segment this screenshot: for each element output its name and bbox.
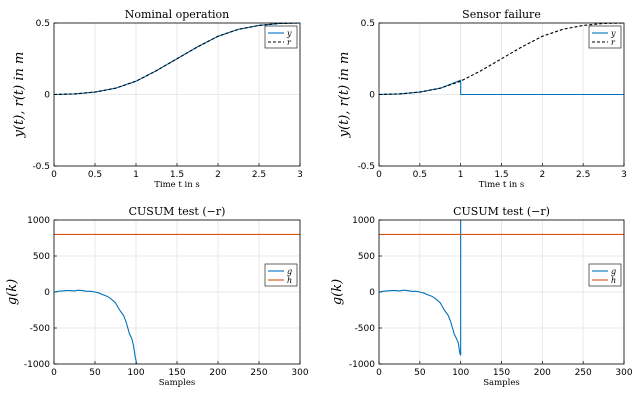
- x-tick-label: 0: [376, 170, 382, 180]
- series-g-line: [379, 220, 462, 356]
- y-tick-label: 0.5: [36, 19, 50, 29]
- legend: yr: [264, 25, 298, 49]
- x-axis-label: Samples: [483, 378, 520, 388]
- legend-label-g: g: [287, 267, 292, 276]
- chart-title: CUSUM test (−r): [129, 205, 226, 218]
- x-tick-label: 100: [452, 368, 469, 378]
- y-tick-label: 1000: [27, 216, 50, 226]
- x-tick-label: 1.5: [170, 170, 184, 180]
- x-tick-label: 300: [615, 368, 632, 378]
- x-tick-label: 2.5: [576, 170, 590, 180]
- x-tick-label: 0.5: [88, 170, 102, 180]
- legend-label-r: r: [287, 38, 292, 47]
- x-tick-label: 50: [414, 368, 426, 378]
- x-tick-label: 3: [297, 170, 303, 180]
- y-tick-label: -0.5: [32, 162, 50, 172]
- x-tick-label: 2: [539, 170, 545, 180]
- x-tick-label: 250: [575, 368, 592, 378]
- legend: gh: [264, 263, 298, 287]
- x-tick-label: 50: [89, 368, 101, 378]
- legend-label-y: y: [286, 29, 292, 38]
- x-tick-label: 0: [51, 368, 57, 378]
- x-axis-label: Time t in s: [154, 180, 200, 190]
- x-tick-label: 3: [621, 170, 627, 180]
- x-tick-label: 150: [168, 368, 185, 378]
- x-tick-label: 2.5: [252, 170, 266, 180]
- chart-title: Sensor failure: [462, 8, 541, 21]
- chart-title: CUSUM test (−r): [453, 205, 550, 218]
- series-group: [54, 233, 300, 364]
- x-tick-label: 1: [133, 170, 139, 180]
- x-tick-label: 150: [493, 368, 510, 378]
- y-tick-label: 500: [358, 252, 375, 262]
- x-tick-label: 1: [458, 170, 464, 180]
- y-tick-label: 0: [369, 91, 375, 101]
- x-tick-label: 300: [291, 368, 308, 378]
- y-tick-label: 500: [33, 252, 50, 262]
- series-r-line: [54, 23, 300, 96]
- x-tick-label: 0.5: [413, 170, 427, 180]
- y-tick-label: 1000: [352, 216, 375, 226]
- y-tick-label: 0.5: [361, 19, 375, 29]
- legend-box: [588, 25, 622, 49]
- x-tick-label: 0: [51, 170, 57, 180]
- plot-frame: [53, 22, 301, 167]
- x-tick-label: 100: [127, 368, 144, 378]
- series-g-line: [54, 289, 138, 364]
- plot-frame: [53, 219, 301, 365]
- y-tick-label: -1000: [349, 360, 375, 370]
- legend: yr: [588, 25, 622, 49]
- x-tick-label: 200: [209, 368, 226, 378]
- series-r-line: [379, 23, 624, 96]
- y-tick-label: -1000: [24, 360, 50, 370]
- y-axis-label: g(k): [5, 279, 20, 305]
- chart-title: Nominal operation: [125, 8, 230, 21]
- x-tick-label: 200: [534, 368, 551, 378]
- y-tick-label: 0: [44, 91, 50, 101]
- y-axis-label: y(t), r(t) in m: [12, 52, 27, 139]
- x-tick-label: 2: [215, 170, 221, 180]
- y-axis-label: g(k): [330, 279, 345, 305]
- y-tick-label: 0: [44, 288, 50, 298]
- x-tick-label: 0: [376, 368, 382, 378]
- legend-label-h: h: [287, 276, 292, 285]
- chart-4: 0 50 100 150 200 250 300 -1000 -500 0 500 1000 CUSUM…: [330, 205, 632, 388]
- y-axis-label: y(t), r(t) in m: [337, 52, 352, 139]
- legend-box: [264, 263, 298, 287]
- x-tick-label: 1.5: [494, 170, 508, 180]
- legend: gh: [588, 263, 622, 287]
- legend-label-y: y: [610, 29, 616, 38]
- y-tick-label: -0.5: [357, 162, 375, 172]
- legend-label-g: g: [611, 267, 616, 276]
- x-axis-label: Time t in s: [479, 180, 525, 190]
- y-tick-label: 0: [369, 288, 375, 298]
- y-tick-label: -500: [355, 324, 376, 334]
- legend-box: [588, 263, 622, 287]
- plot-frame: [378, 22, 625, 167]
- series-group: [54, 23, 300, 96]
- legend-box: [264, 25, 298, 49]
- legend-label-r: r: [611, 38, 616, 47]
- series-group: [379, 220, 624, 356]
- x-axis-label: Samples: [159, 378, 196, 388]
- legend-label-h: h: [611, 276, 616, 285]
- plot-frame: [378, 219, 625, 365]
- y-tick-label: -500: [30, 324, 51, 334]
- x-tick-label: 250: [250, 368, 267, 378]
- chart-3: 0 50 100 150 200 250 300 -1000 -500 0 500 1000 CUSUM…: [5, 205, 309, 388]
- series-group: [379, 23, 624, 96]
